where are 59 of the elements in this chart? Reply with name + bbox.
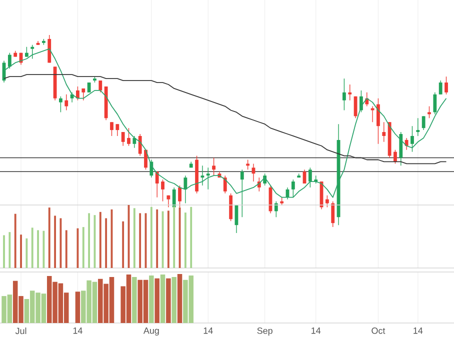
candlestick (394, 149, 397, 164)
x-tick-label: Sep (257, 328, 272, 336)
bar (177, 274, 182, 323)
candlestick (342, 78, 346, 111)
candlestick (121, 132, 125, 146)
candlestick (246, 159, 250, 170)
candlestick (178, 185, 182, 208)
candlestick (404, 138, 408, 150)
candlestick (110, 122, 114, 136)
candlestick (325, 195, 329, 208)
candlestick (161, 179, 164, 202)
candlestick (399, 132, 403, 166)
candlestick (308, 167, 312, 188)
candlestick (348, 84, 352, 101)
candlestick (376, 98, 380, 144)
bar (166, 278, 171, 323)
candlestick (229, 193, 233, 222)
candlestick (144, 149, 148, 170)
x-tick-label: 14 (414, 328, 423, 334)
candlestick (64, 94, 68, 111)
x-tick-label: 14 (73, 328, 82, 334)
candlestick (132, 136, 136, 148)
x-tick-label: Jul (15, 328, 26, 334)
x-tick-label: Aug (143, 328, 159, 336)
candlestick (416, 118, 420, 136)
candlestick (87, 82, 91, 93)
x-tick-label: Oct (372, 328, 386, 334)
candlestick (422, 116, 426, 130)
candlestick (331, 200, 335, 228)
bar (154, 278, 160, 323)
candlestick (30, 44, 34, 60)
candlestick (438, 80, 442, 95)
candlestick (127, 128, 130, 146)
candlestick (240, 169, 244, 218)
bar (160, 274, 166, 323)
candlestick (8, 52, 12, 70)
bar (75, 292, 80, 323)
bar (149, 275, 154, 323)
candlestick (76, 86, 80, 101)
candlestick (428, 106, 431, 119)
candlestick (223, 175, 227, 194)
candlestick (116, 124, 120, 136)
candlestick (206, 167, 210, 190)
x-tick-label: 14 (204, 328, 213, 334)
candlestick (410, 126, 414, 152)
x-tick-label: 14 (312, 328, 321, 334)
candlestick (138, 134, 142, 156)
bar (172, 276, 176, 323)
bar (132, 276, 137, 323)
candlestick (48, 34, 52, 64)
candlestick (24, 46, 28, 58)
candlestick (433, 92, 437, 115)
candlestick (59, 96, 62, 113)
candlestick (291, 179, 295, 198)
candlestick (382, 122, 386, 142)
candlestick (98, 80, 102, 93)
candlestick (212, 157, 216, 176)
candlestick (184, 175, 188, 204)
candlestick (444, 76, 448, 95)
